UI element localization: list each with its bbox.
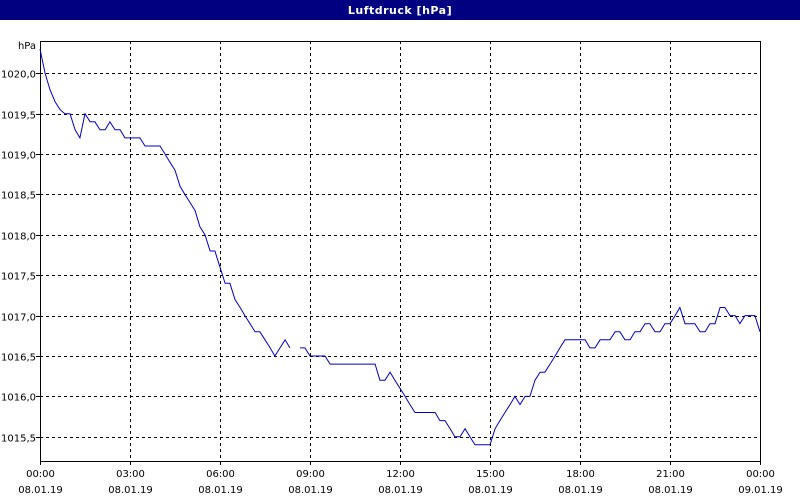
label-layer: 1020,0 1019,5 1019,0 1018,5 1018,0 1017,5 1017… xyxy=(1,41,783,496)
y-tick-label: 1015,5 xyxy=(1,434,36,445)
pressure-line xyxy=(300,306,761,446)
y-tick-label: 1018,0 xyxy=(1,232,36,243)
y-tick-label: 1019,0 xyxy=(1,151,36,162)
series-layer xyxy=(39,48,761,446)
pressure-line xyxy=(39,48,291,357)
chart-title: Luftdruck [hPa] xyxy=(0,0,800,20)
axes-layer xyxy=(36,41,761,465)
x-tick-date-label: 09.01.19 xyxy=(738,485,783,496)
y-tick-label: 1016,5 xyxy=(1,353,36,364)
x-tick-date-label: 08.01.19 xyxy=(378,485,423,496)
x-tick-time-label: 03:00 xyxy=(116,469,145,480)
x-tick-time-label: 09:00 xyxy=(296,469,325,480)
x-tick-time-label: 18:00 xyxy=(566,469,595,480)
x-tick-time-label: 06:00 xyxy=(206,469,235,480)
y-tick-label: 1018,5 xyxy=(1,191,36,202)
y-tick-label: 1016,0 xyxy=(1,393,36,404)
x-tick-date-label: 08.01.19 xyxy=(108,485,153,496)
y-axis-label: hPa xyxy=(18,41,36,52)
x-tick-date-label: 08.01.19 xyxy=(198,485,243,496)
y-tick-label: 1017,0 xyxy=(1,313,36,324)
y-tick-label: 1020,0 xyxy=(1,70,36,81)
x-tick-date-label: 08.01.19 xyxy=(468,485,513,496)
x-tick-date-label: 08.01.19 xyxy=(558,485,603,496)
grid-layer xyxy=(40,41,760,461)
x-tick-date-label: 08.01.19 xyxy=(648,485,693,496)
x-tick-date-label: 08.01.19 xyxy=(288,485,333,496)
y-tick-label: 1019,5 xyxy=(1,111,36,122)
x-tick-time-label: 00:00 xyxy=(26,469,55,480)
x-tick-date-label: 08.01.19 xyxy=(18,485,63,496)
plot-frame xyxy=(40,41,761,462)
x-tick-time-label: 00:00 xyxy=(746,469,775,480)
x-tick-time-label: 15:00 xyxy=(476,469,505,480)
x-tick-time-label: 21:00 xyxy=(656,469,685,480)
y-tick-label: 1017,5 xyxy=(1,272,36,283)
x-tick-time-label: 12:00 xyxy=(386,469,415,480)
